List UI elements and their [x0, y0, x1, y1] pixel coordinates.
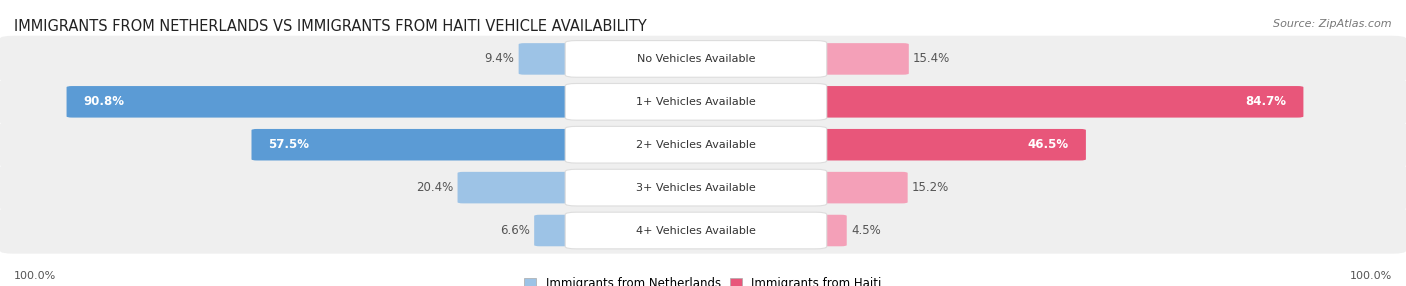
- Text: 9.4%: 9.4%: [485, 52, 515, 65]
- Text: 90.8%: 90.8%: [83, 95, 125, 108]
- Text: 20.4%: 20.4%: [416, 181, 453, 194]
- FancyBboxPatch shape: [565, 84, 827, 120]
- FancyBboxPatch shape: [0, 36, 1406, 82]
- Text: 4+ Vehicles Available: 4+ Vehicles Available: [636, 226, 756, 235]
- Text: 1+ Vehicles Available: 1+ Vehicles Available: [636, 97, 756, 107]
- FancyBboxPatch shape: [457, 172, 582, 203]
- FancyBboxPatch shape: [565, 126, 827, 163]
- FancyBboxPatch shape: [565, 41, 827, 77]
- Text: 100.0%: 100.0%: [1350, 271, 1392, 281]
- Text: Source: ZipAtlas.com: Source: ZipAtlas.com: [1274, 19, 1392, 29]
- FancyBboxPatch shape: [810, 172, 908, 203]
- FancyBboxPatch shape: [0, 79, 1406, 125]
- Text: 15.4%: 15.4%: [912, 52, 950, 65]
- FancyBboxPatch shape: [0, 207, 1406, 254]
- Text: 57.5%: 57.5%: [269, 138, 309, 151]
- FancyBboxPatch shape: [565, 169, 827, 206]
- Text: 6.6%: 6.6%: [501, 224, 530, 237]
- Text: No Vehicles Available: No Vehicles Available: [637, 54, 755, 64]
- FancyBboxPatch shape: [810, 43, 908, 75]
- FancyBboxPatch shape: [519, 43, 582, 75]
- FancyBboxPatch shape: [565, 212, 827, 249]
- Legend: Immigrants from Netherlands, Immigrants from Haiti: Immigrants from Netherlands, Immigrants …: [520, 272, 886, 286]
- Text: IMMIGRANTS FROM NETHERLANDS VS IMMIGRANTS FROM HAITI VEHICLE AVAILABILITY: IMMIGRANTS FROM NETHERLANDS VS IMMIGRANT…: [14, 19, 647, 33]
- Text: 46.5%: 46.5%: [1028, 138, 1069, 151]
- FancyBboxPatch shape: [810, 86, 1303, 118]
- FancyBboxPatch shape: [810, 129, 1085, 160]
- FancyBboxPatch shape: [66, 86, 582, 118]
- FancyBboxPatch shape: [252, 129, 582, 160]
- Text: 3+ Vehicles Available: 3+ Vehicles Available: [636, 183, 756, 192]
- Text: 100.0%: 100.0%: [14, 271, 56, 281]
- Text: 15.2%: 15.2%: [912, 181, 949, 194]
- Text: 84.7%: 84.7%: [1246, 95, 1286, 108]
- Text: 2+ Vehicles Available: 2+ Vehicles Available: [636, 140, 756, 150]
- FancyBboxPatch shape: [0, 122, 1406, 168]
- FancyBboxPatch shape: [534, 215, 582, 246]
- FancyBboxPatch shape: [0, 164, 1406, 211]
- FancyBboxPatch shape: [810, 215, 846, 246]
- Text: 4.5%: 4.5%: [851, 224, 880, 237]
